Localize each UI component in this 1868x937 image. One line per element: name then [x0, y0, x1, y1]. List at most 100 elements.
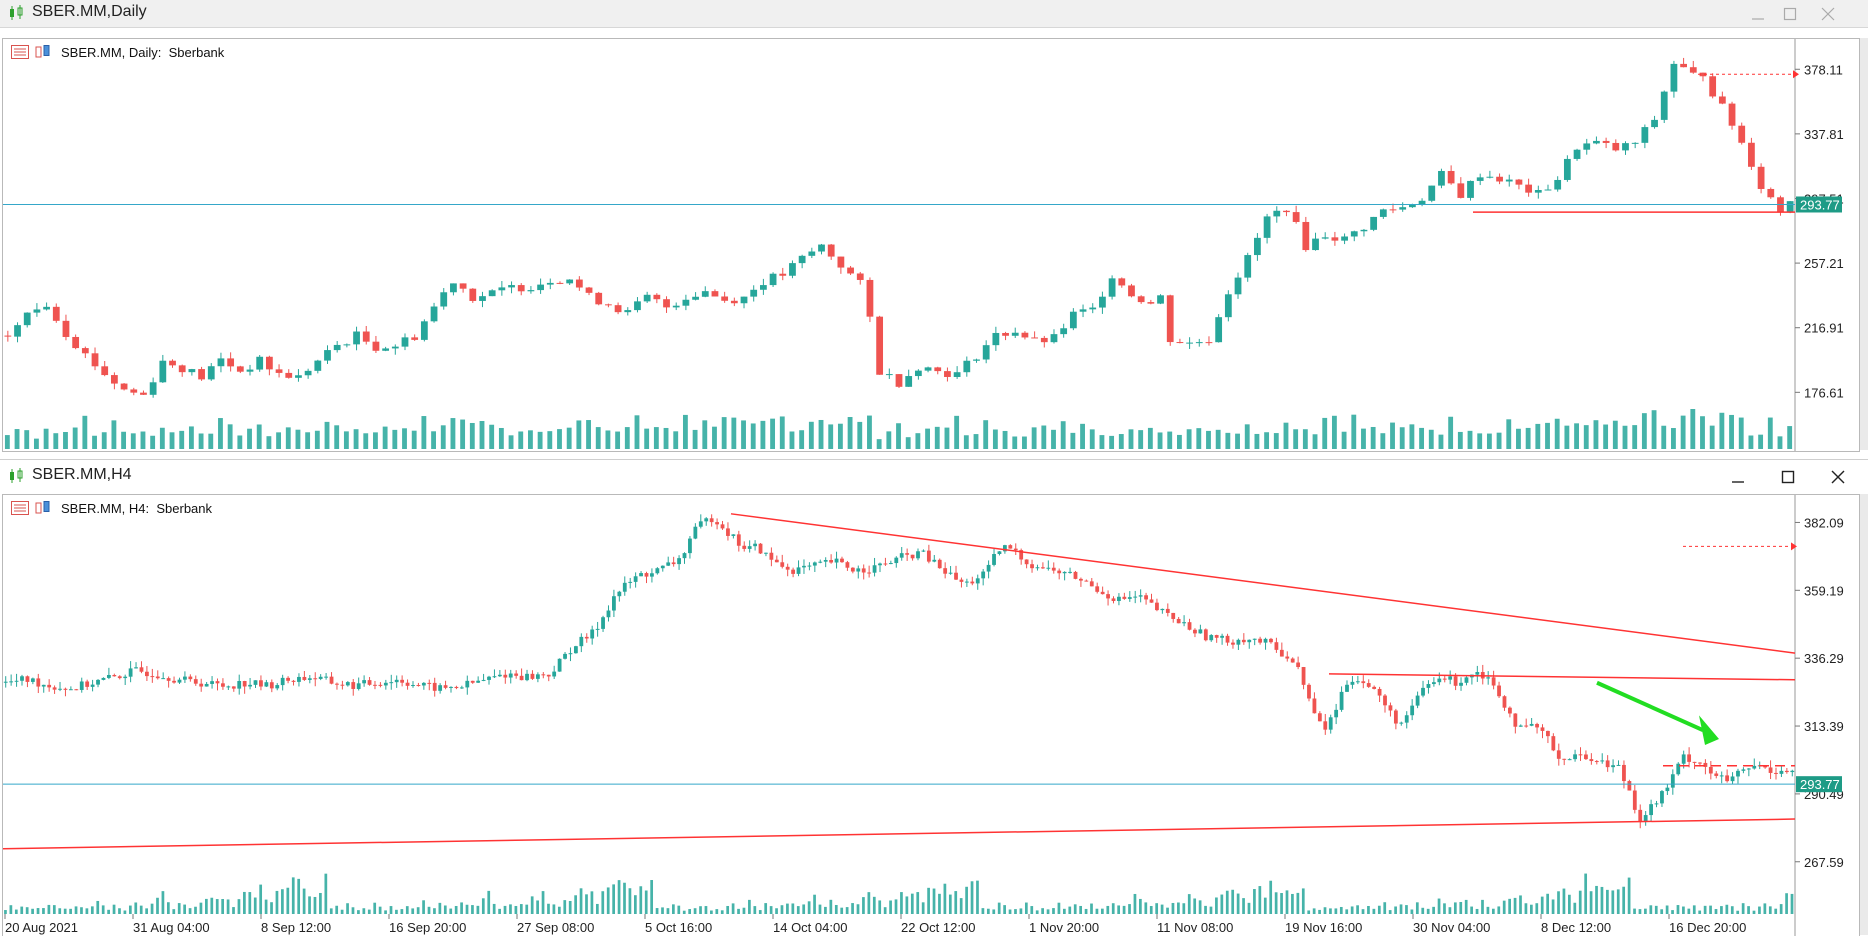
chart-properties-icon[interactable]: [35, 45, 53, 59]
volume-bar: [1390, 422, 1395, 449]
candle-body: [633, 576, 638, 582]
minimize-button[interactable]: [1716, 463, 1760, 490]
candle-body: [91, 353, 99, 367]
candle-body: [1137, 296, 1145, 303]
candle-body: [992, 554, 996, 565]
candle-body: [753, 543, 757, 547]
candle-body: [704, 518, 709, 522]
candle-body: [1627, 781, 1632, 791]
volume-bar: [851, 903, 854, 914]
volume-bar: [634, 895, 637, 914]
candle-body: [1486, 176, 1494, 178]
candle-body: [856, 273, 864, 280]
h4-chart-pane[interactable]: 382.09 359.19 336.29 313.39 290.49 267.59 293.…: [2, 494, 1860, 936]
volume-bar: [172, 909, 176, 914]
volume-bar: [1372, 908, 1376, 914]
candle-body: [1676, 763, 1681, 775]
candle-body: [1361, 681, 1366, 684]
volume-bar: [1622, 886, 1626, 914]
candle-body: [895, 374, 903, 387]
volume-bar: [1453, 902, 1457, 914]
candle-body: [655, 568, 660, 574]
candle-body: [595, 292, 603, 305]
volume-bar: [547, 903, 550, 914]
close-button[interactable]: [1806, 0, 1850, 27]
volume-bar: [353, 429, 359, 449]
volume-bar: [1101, 908, 1104, 914]
minimize-button[interactable]: [1736, 0, 1780, 27]
candle-body: [1631, 142, 1639, 144]
candle-body: [134, 667, 138, 669]
volume-bar: [566, 427, 572, 449]
candle-body: [1031, 337, 1039, 339]
candle-body: [926, 550, 931, 562]
candle-body: [1225, 635, 1230, 643]
volume-bar: [1690, 409, 1696, 449]
volume-bar: [1464, 899, 1468, 914]
volume-bar: [1301, 888, 1305, 914]
list-icon[interactable]: [11, 501, 29, 515]
volume-bar: [101, 432, 107, 449]
candle-body: [1273, 210, 1281, 217]
candle-body: [256, 356, 264, 370]
maximize-button[interactable]: [1766, 463, 1810, 490]
daily-chart-pane[interactable]: 378.11337.81297.51257.21216.91176.61293.…: [2, 38, 1860, 452]
candle-body: [217, 358, 225, 367]
volume-bar: [650, 880, 654, 914]
volume-bar: [194, 906, 197, 914]
volume-bar: [373, 902, 377, 914]
h4-candlestick-chart[interactable]: 382.09359.19336.29313.39290.49267.59293.…: [3, 495, 1859, 936]
candle-body: [215, 681, 220, 684]
list-icon[interactable]: [11, 45, 29, 59]
volume-bar: [107, 909, 110, 914]
candle-body: [1524, 725, 1529, 727]
volume-bar: [1133, 893, 1137, 914]
candle-body: [1573, 149, 1581, 159]
volume-bar: [1003, 905, 1006, 914]
volume-bar: [362, 908, 366, 914]
candle-body: [1024, 559, 1029, 565]
close-button[interactable]: [1816, 463, 1860, 490]
current-price-tag: [1796, 776, 1842, 793]
chart-properties-icon[interactable]: [35, 501, 53, 515]
volume-bar: [1682, 906, 1685, 914]
candle-body: [265, 356, 273, 370]
maximize-button[interactable]: [1768, 0, 1812, 27]
candle-body: [112, 675, 117, 677]
volume-bar: [1215, 429, 1221, 449]
h4-window-titlebar[interactable]: SBER.MM,H4: [0, 459, 1868, 492]
candle-body: [1467, 180, 1474, 198]
range-top-line: [1328, 673, 1796, 681]
volume-bar: [1700, 416, 1705, 449]
candle-body: [910, 554, 915, 559]
volume-bar: [692, 429, 698, 449]
candle-body: [954, 572, 958, 580]
candle-body: [1748, 142, 1755, 167]
daily-window-titlebar[interactable]: SBER.MM,Daily: [0, 0, 1868, 28]
volume-bar: [281, 889, 284, 914]
candle-body: [634, 301, 641, 311]
volume-bar: [1012, 436, 1018, 449]
volume-bar: [335, 905, 339, 914]
volume-bar: [552, 904, 556, 914]
volume-bar: [1671, 428, 1676, 449]
h4-right-scrollbar[interactable]: [1860, 494, 1868, 935]
daily-candlestick-chart[interactable]: 378.11337.81297.51257.21216.91176.61293.…: [3, 39, 1859, 451]
candle-body: [827, 244, 835, 257]
candle-body: [389, 682, 394, 684]
candle-body: [411, 685, 415, 687]
candle-body: [660, 565, 665, 569]
candle-body: [888, 563, 893, 565]
candle-body: [1589, 759, 1594, 762]
candle-body: [1438, 170, 1445, 186]
candle-body: [1551, 736, 1556, 751]
candle-body: [731, 534, 736, 536]
daily-right-scrollbar[interactable]: [1860, 38, 1868, 450]
volume-bar: [682, 414, 688, 449]
candle-body: [226, 686, 231, 688]
candle-body: [1203, 629, 1208, 641]
candle-body: [1418, 200, 1426, 205]
candle-body: [692, 296, 699, 300]
candle-body: [1089, 307, 1097, 310]
volume-bar: [1557, 891, 1560, 914]
